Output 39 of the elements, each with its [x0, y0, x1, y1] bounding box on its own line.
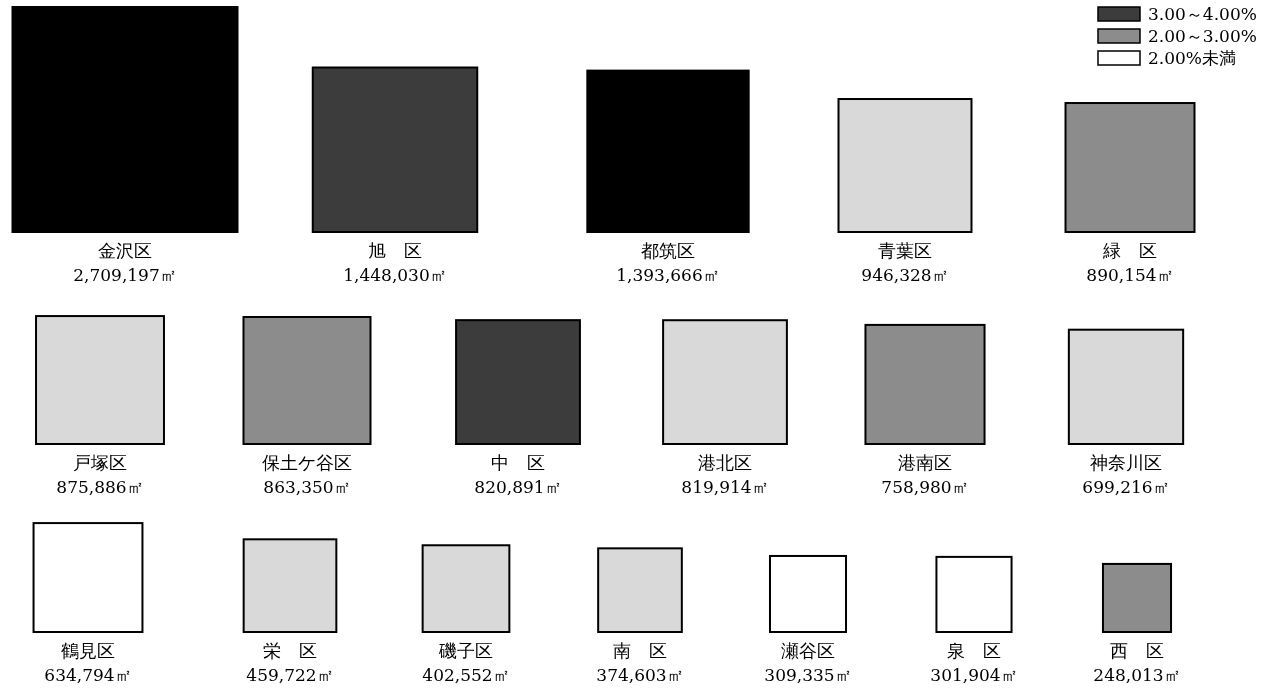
data-label: 248,013㎡	[1093, 665, 1181, 685]
legend-label: 2.00%未満	[1148, 48, 1237, 68]
data-label: 2,709,197㎡	[73, 265, 177, 285]
category-label: 都筑区	[641, 240, 695, 261]
category-label: 旭 区	[368, 240, 422, 261]
data-label: 863,350㎡	[263, 477, 351, 497]
category-label: 中 区	[491, 452, 545, 473]
category-label: 南 区	[613, 640, 667, 661]
data-label: 875,886㎡	[56, 477, 144, 497]
data-label: 758,980㎡	[881, 477, 969, 497]
category-label: 磯子区	[438, 640, 493, 661]
category-label: 瀬谷区	[781, 640, 835, 661]
category-label: 戸塚区	[73, 452, 127, 473]
legend-label: 2.00～3.00%	[1148, 26, 1257, 46]
data-label: 374,603㎡	[596, 665, 684, 685]
data-label: 1,448,030㎡	[343, 265, 447, 285]
data-label: 301,904㎡	[930, 665, 1018, 685]
data-label: 634,794㎡	[44, 665, 132, 685]
data-label: 890,154㎡	[1086, 265, 1174, 285]
category-label: 神奈川区	[1090, 452, 1162, 473]
category-label: 金沢区	[98, 240, 152, 261]
data-label: 402,552㎡	[422, 665, 510, 685]
category-label: 泉 区	[947, 640, 1001, 661]
data-label: 946,328㎡	[861, 265, 949, 285]
category-label: 栄 区	[263, 640, 317, 661]
legend-label: 3.00～4.00%	[1148, 4, 1257, 24]
category-label: 鶴見区	[61, 640, 115, 661]
data-label: 1,393,666㎡	[616, 265, 720, 285]
category-label: 港北区	[698, 452, 752, 473]
category-label: 緑 区	[1102, 240, 1157, 261]
data-label: 459,722㎡	[246, 665, 334, 685]
category-label: 保土ケ谷区	[262, 452, 352, 473]
category-label: 西 区	[1110, 640, 1164, 661]
data-label: 820,891㎡	[474, 477, 562, 497]
data-label: 819,914㎡	[681, 477, 769, 497]
category-label: 港南区	[898, 452, 952, 473]
data-label: 699,216㎡	[1082, 477, 1170, 497]
category-label: 青葉区	[878, 240, 932, 261]
data-label: 309,335㎡	[764, 665, 852, 685]
